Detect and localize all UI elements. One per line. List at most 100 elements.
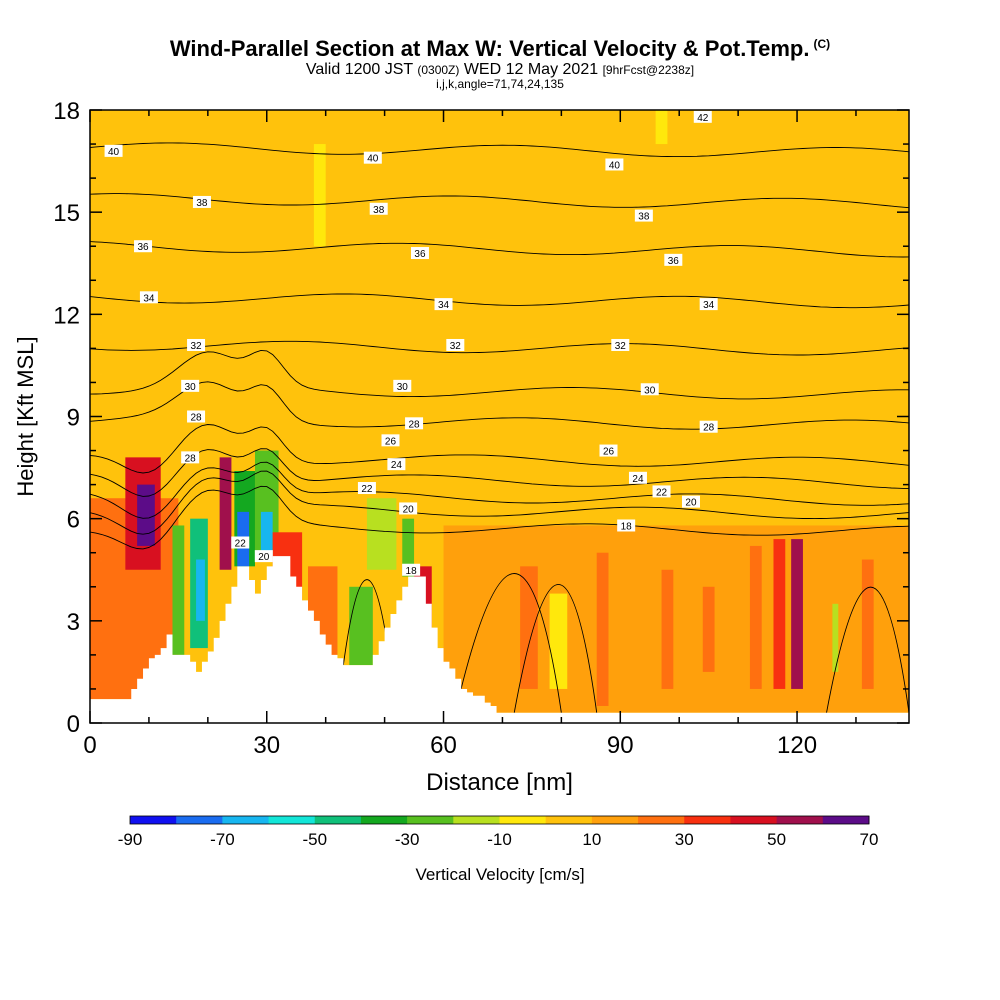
velocity-cell (137, 484, 155, 546)
y-tick-label: 18 (53, 98, 80, 125)
colorbar-tick-label: -30 (395, 830, 420, 849)
contour-label: 34 (438, 300, 450, 311)
x-tick-label: 90 (607, 732, 634, 759)
colorbar-swatch (268, 816, 316, 824)
chart-title: Wind-Parallel Section at Max W: Vertical… (0, 36, 1000, 62)
contour-label: 30 (397, 382, 409, 393)
x-tick-label: 0 (83, 732, 96, 759)
colorbar-swatch (130, 816, 177, 824)
terrain (90, 556, 909, 723)
colorbar-tick-label: -50 (302, 830, 327, 849)
colorbar-swatch (822, 816, 870, 824)
contour-label: 32 (615, 341, 627, 352)
contour-label: 20 (685, 498, 697, 509)
colorbar-tick-label: -90 (118, 830, 143, 849)
contour-label-bg (254, 550, 273, 563)
contour-label: 40 (367, 154, 379, 165)
theta-contour (90, 461, 909, 519)
contour-label-bg (381, 434, 400, 447)
colorbar-swatch (453, 816, 500, 824)
valid-date: WED 12 May 2021 (463, 61, 599, 78)
colorbar-tick-label: 30 (675, 830, 694, 849)
contour-label: 28 (190, 413, 202, 424)
contour-label: 18 (621, 521, 633, 532)
colorbar-swatch (360, 816, 408, 824)
contour-label: 30 (185, 382, 197, 393)
contour-label-bg (405, 417, 424, 430)
contour-label: 28 (409, 419, 421, 430)
contour-label: 18 (406, 566, 418, 577)
velocity-cell (861, 559, 874, 689)
contour-label: 34 (703, 300, 715, 311)
x-tick-label: 120 (777, 732, 817, 759)
contour-label: 40 (609, 160, 621, 171)
contour-label-bg (652, 485, 671, 498)
contour-label: 36 (137, 242, 149, 253)
contour-label-bg (699, 420, 718, 433)
y-tick-label: 9 (67, 405, 80, 432)
colorbar-swatch (730, 816, 778, 824)
contour-label: 24 (391, 460, 403, 471)
plot-area: 42 40 40 40 38 38 38 36 36 36 34 34 34 32 32 32 30 30 30 28… (90, 110, 909, 723)
contour-label-bg (611, 338, 630, 351)
velocity-cell (402, 518, 415, 577)
y-tick-label: 3 (67, 609, 80, 636)
valid-utc: (0300Z) (417, 63, 460, 77)
colorbar-label: Vertical Velocity [cm/s] (415, 865, 584, 884)
contour-label: 40 (108, 147, 120, 158)
contour-label: 38 (638, 212, 650, 223)
y-axis-label: Height [Kft MSL] (13, 336, 38, 496)
contour-label: 38 (373, 205, 385, 216)
contour-label: 22 (361, 484, 373, 495)
velocity-cell (773, 539, 786, 689)
theta-contour (454, 573, 562, 713)
theta-contour (90, 381, 909, 430)
contour-label: 20 (403, 504, 415, 515)
contour-label-bg (369, 202, 388, 215)
velocity-cell (443, 525, 909, 713)
colorbar-swatch (684, 816, 731, 824)
colorbar-tick-label: -10 (487, 830, 512, 849)
contour-label: 28 (185, 453, 197, 464)
theta-contour (90, 193, 909, 209)
contour-label: 24 (632, 474, 644, 485)
colorbar-tick-label: 50 (767, 830, 786, 849)
theta-contour (90, 424, 909, 474)
contour-label-bg (387, 458, 406, 471)
y-tick-label: 0 (67, 711, 80, 738)
contour-label: 38 (196, 198, 208, 209)
contour-label-bg (104, 144, 123, 157)
contour-label: 28 (703, 423, 715, 434)
colorbar-tick-label: 70 (860, 830, 879, 849)
velocity-cell (178, 178, 220, 485)
x-axis-label: Distance [nm] (426, 769, 573, 796)
contour-label-bg (363, 151, 382, 164)
colorbar-swatch (591, 816, 639, 824)
contour-label-bg (699, 298, 718, 311)
contour-label: 36 (414, 249, 426, 260)
colorbar-swatch (638, 816, 685, 824)
contour-label-bg (434, 298, 453, 311)
contour-label: 26 (603, 447, 615, 458)
velocity-cell (832, 603, 839, 672)
velocity-cell (596, 552, 609, 706)
velocity-cell (172, 525, 185, 655)
section-params: i,j,k,angle=71,74,24,135 (436, 77, 564, 91)
copyright-mark: (C) (813, 36, 831, 51)
contour-label: 32 (190, 341, 202, 352)
theta-contour (90, 241, 909, 258)
contour-label-bg (399, 502, 418, 515)
theta-contour (342, 579, 391, 666)
contour-label-bg (181, 451, 200, 464)
velocity-cell (219, 457, 232, 570)
velocity-cell (196, 559, 205, 621)
velocity-cell (349, 586, 373, 666)
velocity-cell (749, 545, 762, 689)
contour-label: 20 (258, 552, 270, 563)
velocity-cell (791, 539, 803, 689)
theta-contour (90, 293, 909, 309)
contour-label-bg (231, 536, 250, 549)
velocity-cell (549, 593, 568, 689)
y-tick-label: 6 (67, 507, 80, 534)
theta-contour (90, 349, 909, 400)
